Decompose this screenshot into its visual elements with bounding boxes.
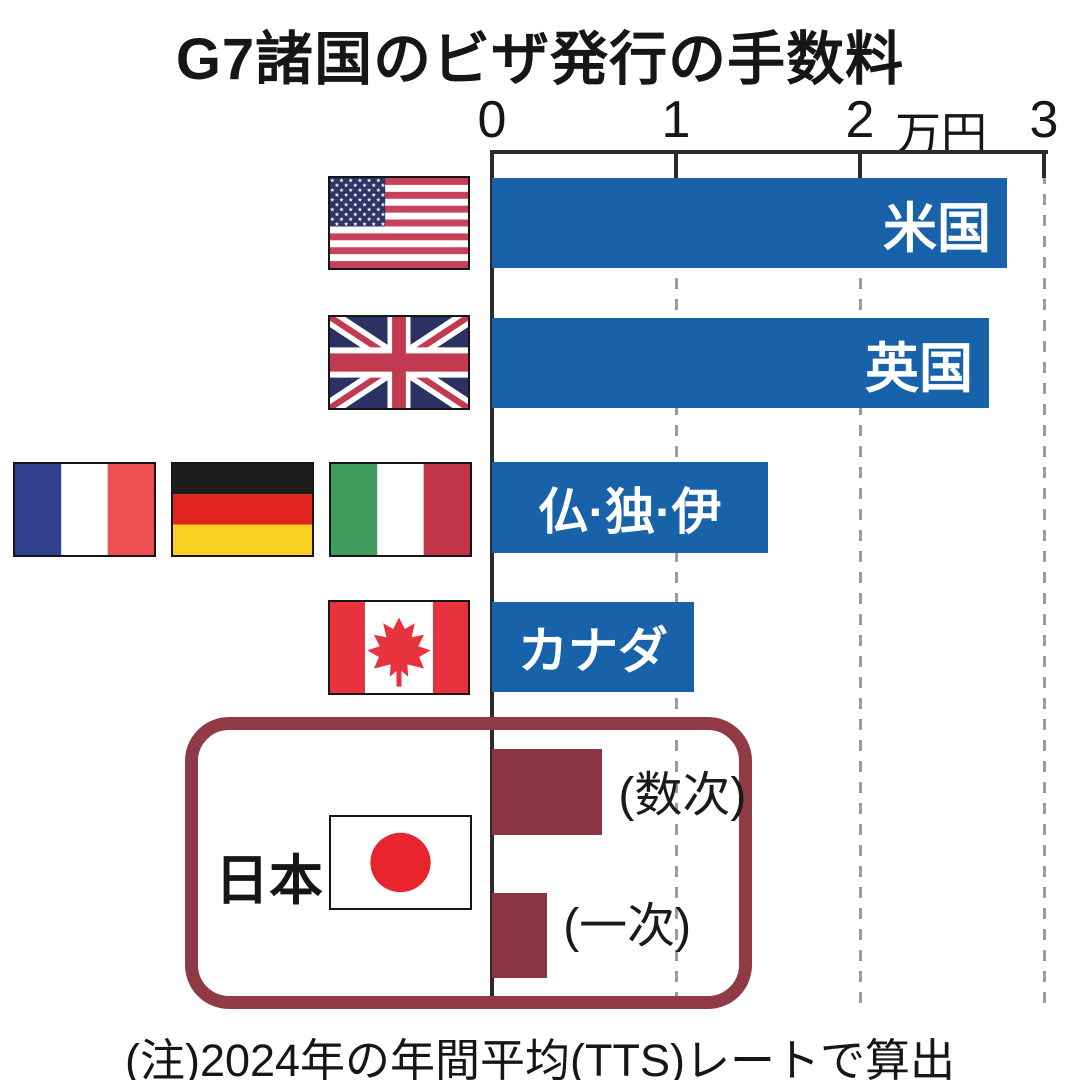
gridline-1 — [674, 152, 678, 1010]
canada-flag-icon — [328, 600, 470, 695]
x-tick-label-1: 1 — [661, 91, 691, 149]
x-axis-tick-mark — [674, 152, 678, 178]
uk-flag-icon — [328, 315, 470, 410]
bar-label-usa: 米国 — [883, 198, 991, 259]
usa-flag-icon — [328, 176, 470, 270]
japan-country-label: 日本 — [215, 851, 323, 911]
japan-multiple-entry-label: (数次) — [618, 769, 747, 822]
bar-france-germany-italy: 仏·独·伊 — [492, 462, 768, 553]
bar-canada: カナダ — [492, 602, 694, 692]
japan-highlight-box — [185, 717, 752, 1009]
japan-flag-icon — [329, 815, 472, 910]
bar-label-canada: カナダ — [518, 623, 668, 679]
france-flag-icon — [13, 462, 156, 557]
x-tick-label-2: 2 — [845, 91, 875, 149]
x-axis-tick-mark — [858, 152, 862, 178]
bar-japan-single-entry — [492, 893, 547, 978]
x-axis-ruler-line — [490, 150, 1048, 154]
x-tick-label-0: 0 — [477, 91, 507, 149]
bar-usa: 米国 — [492, 178, 1007, 268]
bar-label-uk: 英国 — [865, 338, 973, 399]
bar-label-france-germany-italy: 仏·独·伊 — [538, 483, 722, 540]
japan-single-entry-label: (一次) — [563, 900, 692, 953]
bar-uk: 英国 — [492, 318, 989, 408]
x-axis-tick-mark — [1042, 152, 1046, 178]
gridline-3 — [1042, 152, 1046, 1010]
y-axis-baseline — [490, 152, 494, 1004]
bar-japan-multiple-entry — [492, 749, 602, 835]
germany-flag-icon — [171, 462, 314, 557]
x-tick-label-3: 3 — [1029, 91, 1059, 149]
chart-title: G7諸国のビザ発行の手数料 — [175, 27, 905, 92]
gridline-2 — [858, 152, 862, 1010]
footnote: (注)2024年の年間平均(TTS)レートで算出 — [124, 1035, 956, 1080]
italy-flag-icon — [329, 462, 472, 557]
x-axis-unit-label: 万円 — [895, 108, 987, 160]
